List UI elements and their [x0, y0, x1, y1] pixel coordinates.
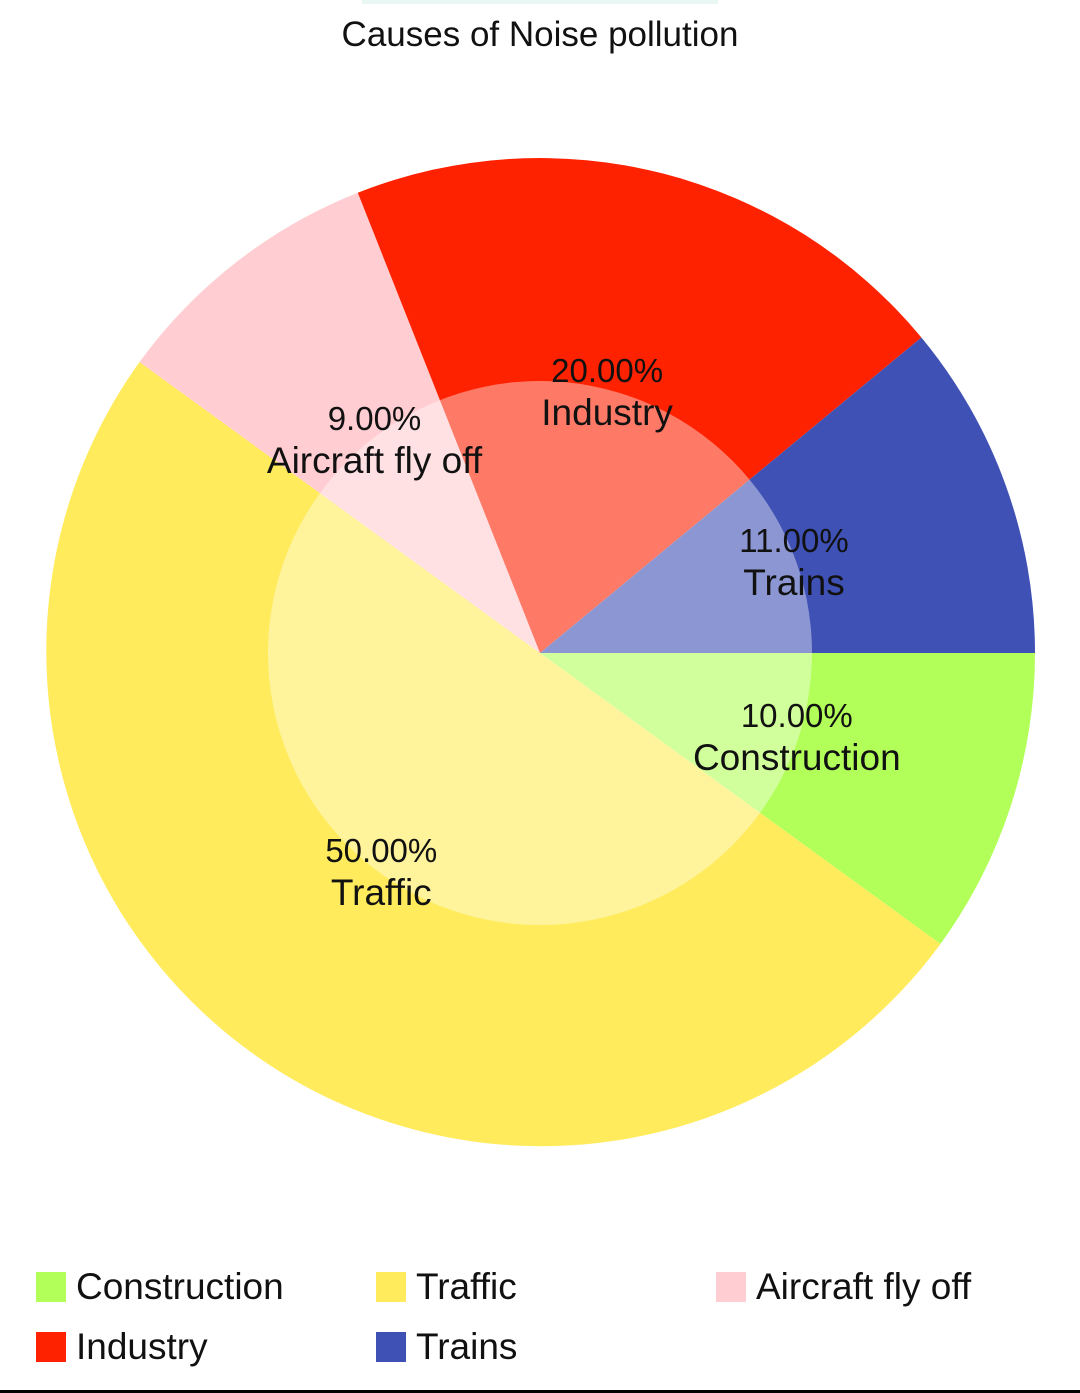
pie-percent-label-traffic: 50.00% [325, 832, 437, 869]
pie-percent-label-trains: 11.00% [739, 522, 848, 559]
pie-slice-construction[interactable] [540, 653, 1035, 944]
legend-swatch-trains [376, 1332, 406, 1362]
legend-item-construction[interactable]: Construction [36, 1262, 284, 1312]
pie-name-label-industry: Industry [541, 392, 673, 433]
legend-item-aircraft-fly-off[interactable]: Aircraft fly off [716, 1262, 971, 1312]
legend-swatch-traffic [376, 1272, 406, 1302]
pie-slice-aircraft-fly-off[interactable] [139, 192, 541, 653]
pie-name-label-construction: Construction [693, 737, 901, 778]
pie-slice-traffic[interactable] [46, 362, 941, 1147]
chart-title: Causes of Noise pollution [341, 15, 739, 54]
pie-slice-industry[interactable] [357, 158, 922, 653]
bottom-border [0, 1390, 1080, 1393]
legend-label-industry: Industry [76, 1326, 208, 1367]
pie-chart: 10.00%Construction 50.00%Traffic 9.00%Airc… [46, 158, 1035, 1147]
pie-center-overlay [268, 381, 812, 925]
legend-label-construction: Construction [76, 1266, 284, 1307]
pie-name-label-aircraft-fly-off: Aircraft fly off [267, 440, 483, 481]
pie-name-label-trains: Trains [743, 562, 844, 603]
legend-swatch-construction [36, 1272, 66, 1302]
pie-percent-label-industry: 20.00% [551, 352, 663, 389]
pie-name-label-traffic: Traffic [331, 872, 432, 913]
legend-item-industry[interactable]: Industry [36, 1322, 208, 1372]
legend-item-trains[interactable]: Trains [376, 1322, 517, 1372]
legend-swatch-industry [36, 1332, 66, 1362]
legend-label-traffic: Traffic [416, 1266, 517, 1307]
legend-swatch-aircraft-fly-off [716, 1272, 746, 1302]
pie-slices [46, 158, 1035, 1147]
legend: Construction Traffic Aircraft fly off In… [36, 1262, 1046, 1382]
top-accent-bar [362, 0, 718, 4]
pie-percent-label-aircraft-fly-off: 9.00% [328, 400, 422, 437]
pie-slice-trains[interactable] [540, 337, 1035, 653]
legend-label-trains: Trains [416, 1326, 518, 1367]
pie-labels: 10.00%Construction 50.00%Traffic 9.00%Airc… [267, 352, 901, 913]
legend-label-aircraft-fly-off: Aircraft fly off [756, 1266, 972, 1307]
pie-percent-label-construction: 10.00% [741, 697, 853, 734]
legend-item-traffic[interactable]: Traffic [376, 1262, 517, 1312]
